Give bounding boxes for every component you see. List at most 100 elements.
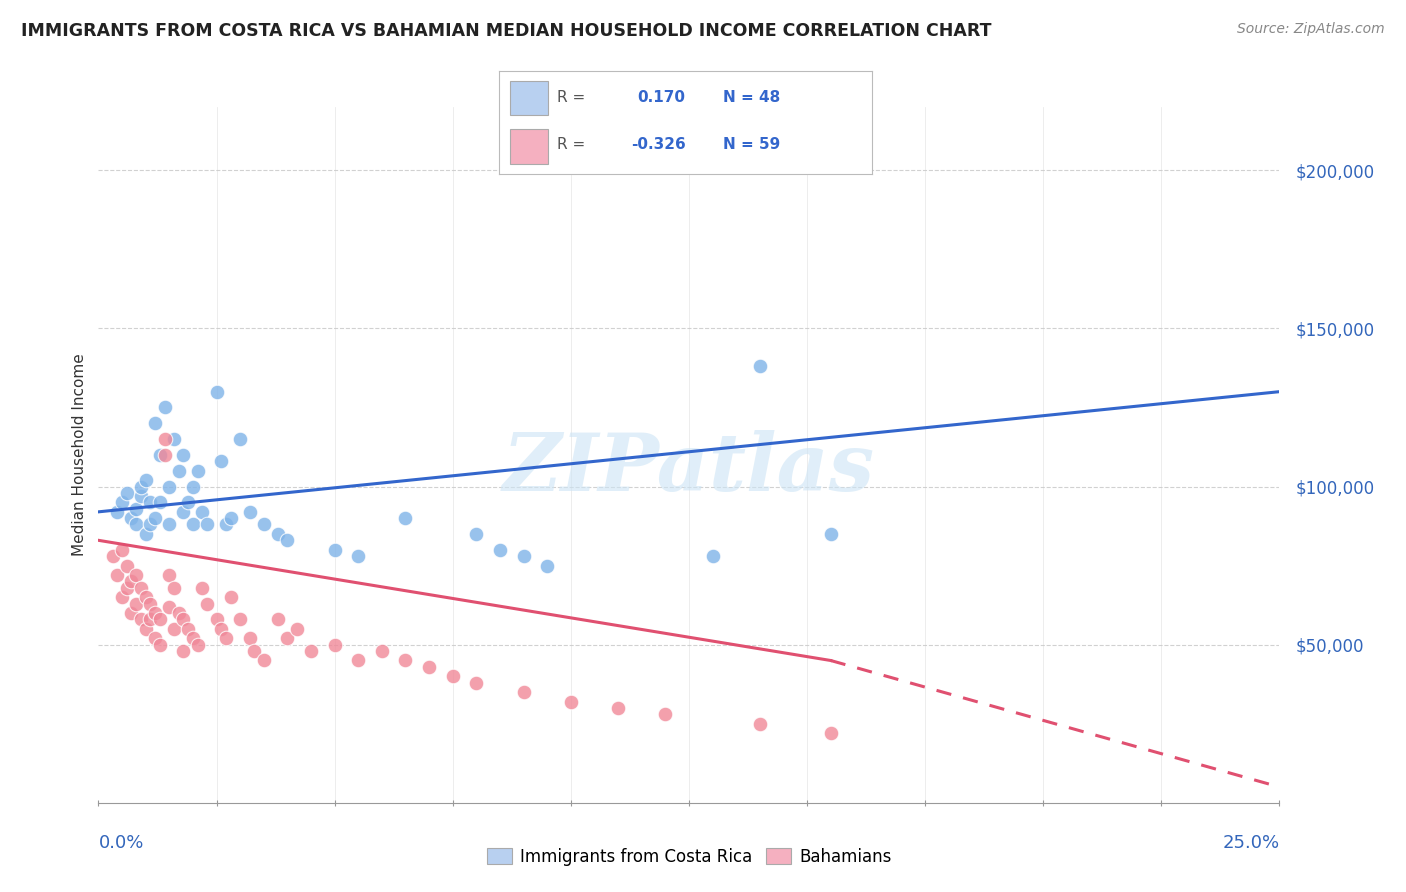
Point	[187, 464, 209, 478]
Text: R =: R =	[557, 90, 585, 105]
Point	[299, 644, 322, 658]
Point	[157, 479, 180, 493]
Point	[105, 568, 128, 582]
Point	[163, 622, 186, 636]
Point	[560, 695, 582, 709]
Point	[111, 495, 134, 509]
Point	[267, 527, 290, 541]
Point	[125, 517, 148, 532]
Point	[219, 511, 242, 525]
Text: -0.326: -0.326	[631, 137, 686, 153]
Point	[143, 417, 166, 431]
Point	[465, 675, 488, 690]
Legend: Immigrants from Costa Rica, Bahamians: Immigrants from Costa Rica, Bahamians	[479, 841, 898, 872]
Point	[276, 632, 298, 646]
Point	[239, 632, 262, 646]
Point	[253, 517, 276, 532]
Point	[172, 505, 194, 519]
Point	[125, 597, 148, 611]
Point	[371, 644, 394, 658]
Bar	[510, 128, 547, 163]
Text: R =: R =	[557, 137, 585, 153]
Point	[129, 479, 152, 493]
Point	[177, 622, 200, 636]
Point	[536, 558, 558, 573]
Point	[121, 511, 143, 525]
Point	[135, 622, 157, 636]
Point	[111, 591, 134, 605]
Point	[139, 495, 162, 509]
Point	[195, 597, 218, 611]
Point	[654, 707, 676, 722]
Point	[115, 486, 138, 500]
Point	[253, 653, 276, 667]
Point	[121, 606, 143, 620]
Point	[125, 501, 148, 516]
Point	[153, 401, 176, 415]
Point	[191, 505, 214, 519]
Text: ZIPatlas: ZIPatlas	[503, 430, 875, 508]
Text: N = 59: N = 59	[723, 137, 780, 153]
Point	[607, 701, 630, 715]
Point	[143, 511, 166, 525]
Point	[215, 517, 238, 532]
Text: 25.0%: 25.0%	[1222, 834, 1279, 852]
Point	[101, 549, 124, 563]
Point	[347, 549, 370, 563]
Point	[172, 612, 194, 626]
Point	[215, 632, 238, 646]
Point	[229, 432, 252, 446]
Point	[115, 581, 138, 595]
Point	[219, 591, 242, 605]
Point	[167, 464, 190, 478]
Point	[111, 542, 134, 557]
Point	[177, 495, 200, 509]
Point	[129, 489, 152, 503]
Point	[163, 432, 186, 446]
Point	[105, 505, 128, 519]
Point	[181, 479, 204, 493]
Point	[139, 517, 162, 532]
Point	[285, 622, 308, 636]
Point	[465, 527, 488, 541]
Point	[129, 612, 152, 626]
Point	[209, 454, 232, 468]
Point	[394, 653, 416, 667]
Point	[181, 517, 204, 532]
Y-axis label: Median Household Income: Median Household Income	[72, 353, 87, 557]
Point	[512, 685, 534, 699]
Point	[129, 581, 152, 595]
Text: N = 48: N = 48	[723, 90, 780, 105]
Point	[157, 568, 180, 582]
Point	[323, 542, 346, 557]
Point	[149, 638, 172, 652]
Point	[205, 612, 228, 626]
Point	[163, 581, 186, 595]
Point	[149, 495, 172, 509]
Point	[229, 612, 252, 626]
Point	[239, 505, 262, 519]
Text: 0.0%: 0.0%	[98, 834, 143, 852]
Point	[125, 568, 148, 582]
Point	[820, 726, 842, 740]
Point	[347, 653, 370, 667]
Point	[187, 638, 209, 652]
Point	[149, 448, 172, 462]
Point	[157, 599, 180, 614]
Point	[276, 533, 298, 548]
Point	[748, 716, 770, 731]
Point	[115, 558, 138, 573]
Point	[143, 606, 166, 620]
Point	[143, 632, 166, 646]
Point	[191, 581, 214, 595]
Point	[441, 669, 464, 683]
Point	[323, 638, 346, 652]
Point	[139, 612, 162, 626]
Point	[149, 612, 172, 626]
Point	[205, 384, 228, 399]
Point	[181, 632, 204, 646]
Point	[167, 606, 190, 620]
Point	[153, 432, 176, 446]
Text: IMMIGRANTS FROM COSTA RICA VS BAHAMIAN MEDIAN HOUSEHOLD INCOME CORRELATION CHART: IMMIGRANTS FROM COSTA RICA VS BAHAMIAN M…	[21, 22, 991, 40]
Point	[394, 511, 416, 525]
